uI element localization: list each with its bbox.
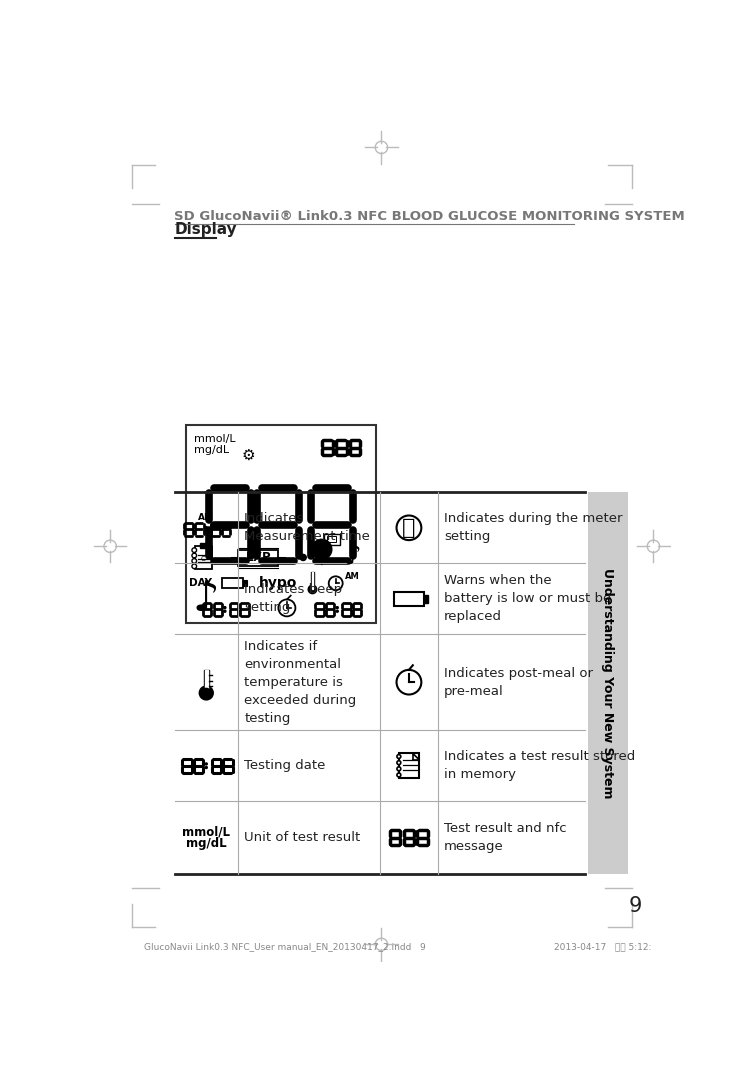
Text: ⚙: ⚙: [241, 448, 255, 463]
Text: mg/dL: mg/dL: [194, 444, 229, 455]
Circle shape: [397, 766, 401, 771]
Bar: [194, 546, 212, 570]
Bar: [394, 591, 424, 605]
Text: Test result and nfc
message: Test result and nfc message: [444, 823, 567, 853]
Circle shape: [308, 585, 317, 593]
Bar: [588, 492, 628, 875]
Circle shape: [336, 611, 338, 612]
Text: 2013-04-17   오후 5:12:: 2013-04-17 오후 5:12:: [554, 943, 652, 951]
Text: EXP: EXP: [245, 550, 271, 563]
Circle shape: [200, 686, 213, 699]
Text: AM: AM: [198, 512, 215, 521]
Text: mmol/L: mmol/L: [194, 433, 235, 444]
Bar: [186, 425, 376, 624]
Bar: [200, 544, 206, 548]
Circle shape: [336, 606, 338, 609]
Text: 9: 9: [629, 896, 642, 916]
Text: Indicates a test result stored
in memory: Indicates a test result stored in memory: [444, 750, 635, 782]
Text: Indicates if
environmental
temperature is
exceeded during
testing: Indicates if environmental temperature i…: [244, 640, 357, 724]
Bar: [399, 753, 419, 778]
Text: AM: AM: [346, 572, 360, 580]
Circle shape: [396, 670, 422, 694]
Circle shape: [192, 559, 197, 563]
Text: mmol/L: mmol/L: [183, 826, 230, 839]
Circle shape: [329, 576, 343, 590]
Bar: [205, 670, 208, 693]
Circle shape: [206, 766, 207, 769]
Text: Testing date: Testing date: [244, 759, 326, 772]
Text: Indicates beep
setting: Indicates beep setting: [244, 583, 343, 614]
Circle shape: [192, 553, 197, 558]
Text: C: C: [201, 557, 206, 562]
Text: GlucoNavii Link0.3 NFC_User manual_EN_20130417_2.indd   9: GlucoNavii Link0.3 NFC_User manual_EN_20…: [144, 943, 425, 951]
Text: 🔧: 🔧: [402, 518, 416, 538]
Bar: [311, 573, 314, 589]
Circle shape: [311, 539, 332, 559]
Bar: [424, 595, 428, 602]
Text: ♪: ♪: [344, 543, 361, 571]
Circle shape: [206, 526, 207, 529]
Bar: [222, 578, 244, 588]
Text: SD GlucoNavii® Link0.3 NFC BLOOD GLUCOSE MONITORING SYSTEM: SD GlucoNavii® Link0.3 NFC BLOOD GLUCOSE…: [174, 210, 685, 223]
Circle shape: [279, 600, 296, 616]
Text: DAY: DAY: [188, 578, 212, 588]
Bar: [324, 534, 340, 545]
Bar: [327, 536, 337, 543]
Text: Unit of test result: Unit of test result: [244, 831, 361, 844]
Bar: [244, 580, 247, 586]
Bar: [238, 550, 279, 565]
Circle shape: [192, 548, 197, 552]
Circle shape: [206, 763, 207, 765]
Text: mg/dL: mg/dL: [186, 837, 226, 850]
Circle shape: [397, 761, 401, 764]
Text: Display: Display: [174, 222, 237, 237]
Text: Indicates post-meal or
pre-meal: Indicates post-meal or pre-meal: [444, 667, 593, 697]
Text: Understanding Your New System: Understanding Your New System: [601, 569, 614, 799]
Circle shape: [224, 611, 226, 612]
Polygon shape: [315, 552, 329, 564]
Bar: [311, 573, 313, 589]
Bar: [203, 670, 209, 693]
Circle shape: [202, 689, 211, 697]
Circle shape: [224, 606, 226, 609]
Text: hypo: hypo: [259, 576, 297, 590]
Circle shape: [300, 555, 306, 561]
Circle shape: [206, 530, 207, 532]
Text: Indicates
Measurement time: Indicates Measurement time: [244, 512, 370, 544]
Circle shape: [396, 516, 422, 540]
Circle shape: [192, 564, 197, 569]
Circle shape: [397, 755, 401, 759]
Text: Warns when the
battery is low or must be
replaced: Warns when the battery is low or must be…: [444, 574, 612, 623]
Circle shape: [397, 773, 401, 777]
Text: Indicates during the meter
setting: Indicates during the meter setting: [444, 512, 623, 544]
Text: ♪: ♪: [193, 577, 220, 619]
